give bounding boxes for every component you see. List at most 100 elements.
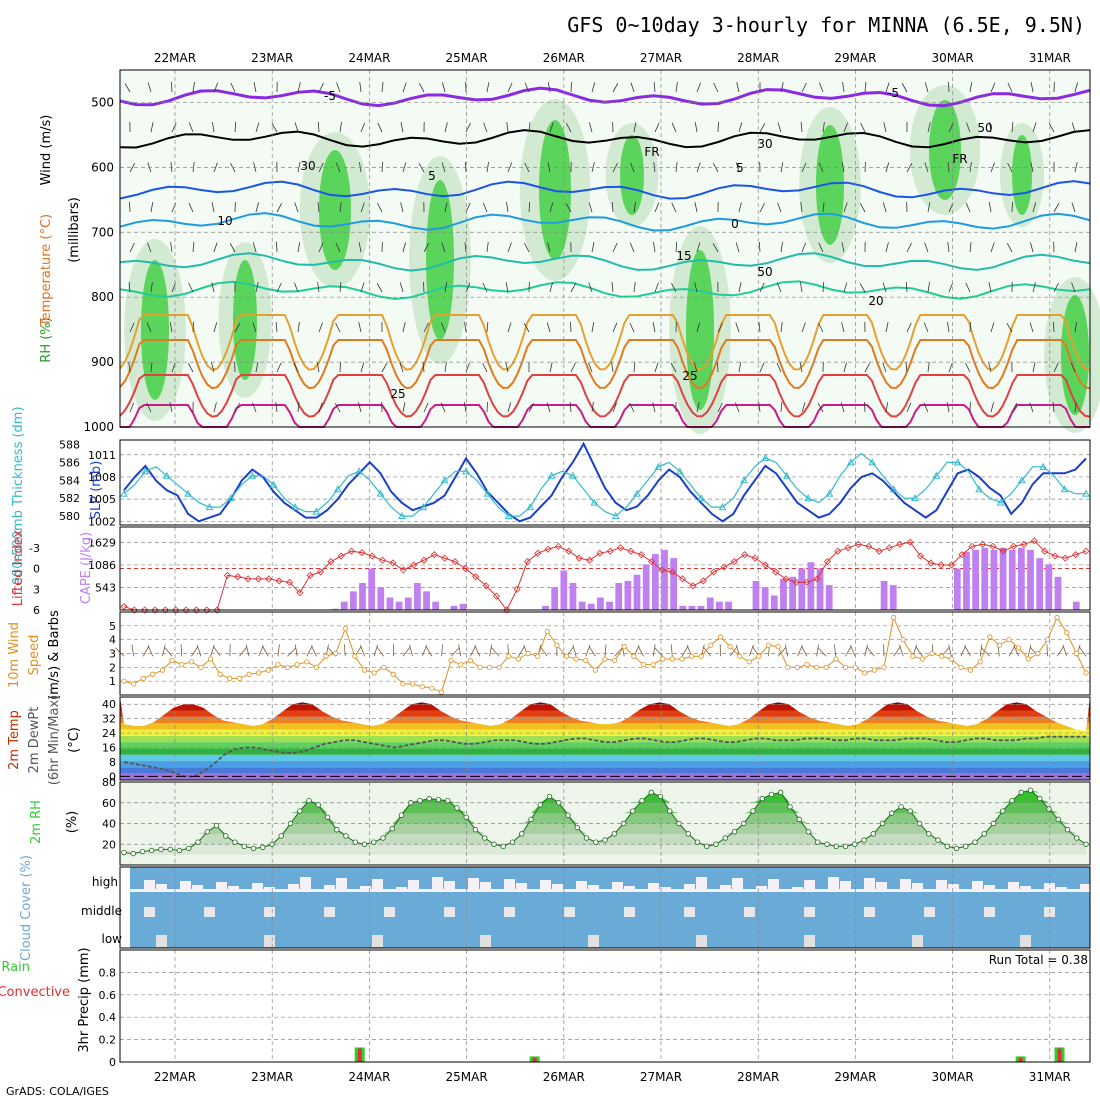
- wind-barb: [547, 82, 551, 93]
- wind-speed-point: [1016, 645, 1022, 651]
- wind-barb: [402, 322, 406, 333]
- wind-speed-point: [429, 685, 435, 691]
- wind-speed-point: [852, 664, 858, 670]
- lifted-index-point: [565, 547, 573, 555]
- high-cloud-gap: [1080, 884, 1091, 889]
- rh-axis-label: 2m RH: [29, 800, 44, 844]
- cape-bar: [697, 605, 705, 610]
- rh-point: [491, 841, 497, 847]
- wind-barb: [818, 242, 824, 253]
- lifted-index-point: [875, 547, 883, 555]
- lifted-index-point: [554, 542, 563, 550]
- stability-panel: -3 0 3 6 543 1086 1629 Lifted Index CAPE (J/kg): [11, 526, 1091, 617]
- lifted-index-point: [534, 549, 542, 557]
- rh-point: [454, 805, 460, 811]
- date-label-bottom: 25MAR: [446, 1070, 488, 1084]
- wind-barb: [965, 362, 971, 373]
- rh-point: [1000, 808, 1006, 814]
- wind-barb: [969, 82, 973, 93]
- wind-barb: [297, 322, 300, 333]
- wind-speed-point: [977, 659, 983, 665]
- wind-axis-label-line3: (m/s) & Barbs: [47, 610, 62, 700]
- cape-bar: [981, 547, 989, 610]
- wind-barb: [652, 322, 656, 333]
- wind-barb: [1030, 242, 1034, 253]
- low-cloud-gap: [804, 935, 815, 947]
- wind-barb: [142, 645, 150, 657]
- temperature-band: [120, 735, 1090, 743]
- wind-speed-point: [496, 664, 502, 670]
- wind-barb: [1074, 242, 1078, 253]
- lifted-index-tick-label: 3: [33, 583, 40, 596]
- wind-barb: [277, 644, 280, 657]
- wind-speed-point: [881, 664, 887, 670]
- rh-point: [722, 835, 728, 841]
- thickness-point: [782, 471, 791, 479]
- temperature-mask: [120, 697, 1090, 732]
- temperature-contour: [119, 212, 1091, 232]
- rh-point: [1018, 789, 1024, 796]
- wind-tick-label: 2: [109, 661, 116, 674]
- wind-barb: [948, 362, 953, 373]
- thickness-point: [697, 494, 706, 502]
- wind-barb: [990, 82, 996, 93]
- precip-label-total: Total / Rain: [0, 960, 30, 975]
- cape-bar: [597, 597, 604, 610]
- rh-units-label: (%): [65, 811, 80, 834]
- wind-barb: [843, 122, 848, 133]
- wind-speed-point: [515, 656, 522, 662]
- wind-barb: [653, 82, 656, 93]
- wind-speed-point: [506, 653, 512, 659]
- wind-barb: [402, 646, 411, 657]
- wind-speed-point: [756, 653, 762, 659]
- wind-barb: [591, 162, 595, 173]
- cape-bar: [377, 587, 385, 610]
- temperature-band: [120, 723, 1090, 730]
- wind-barb: [979, 644, 983, 657]
- wind-barb: [1074, 82, 1078, 93]
- wind-barb: [150, 362, 153, 373]
- wind-speed-point: [794, 664, 801, 670]
- rh-point: [667, 808, 673, 814]
- wind-barb: [306, 645, 313, 657]
- precip-frame: [119, 949, 1091, 1063]
- wind-barb: [696, 162, 701, 173]
- wind-barb: [990, 322, 995, 333]
- date-label-bottom: 26MAR: [543, 1070, 585, 1084]
- cape-bar: [551, 587, 559, 610]
- wind-speed-point: [679, 656, 685, 662]
- precip-convective-bar: [532, 1057, 537, 1062]
- thickness-point: [184, 489, 192, 497]
- lifted-index-point: [627, 547, 635, 555]
- middle-cloud-gap: [984, 907, 995, 917]
- wind-speed-point: [150, 671, 156, 677]
- precip-tick-label: 0.2: [99, 1034, 117, 1047]
- date-label-bottom: 24MAR: [348, 1070, 390, 1084]
- wind-speed-point: [333, 650, 339, 657]
- wind-barb: [360, 202, 365, 213]
- wind-barb: [423, 322, 429, 333]
- wind-barb: [423, 242, 430, 253]
- wind-barb: [1032, 122, 1037, 133]
- rh-point: [916, 820, 923, 827]
- rh-point: [343, 833, 349, 839]
- high-cloud-gap: [468, 878, 479, 889]
- wind-barb: [297, 402, 300, 413]
- temperature-band: [120, 729, 1090, 736]
- wind-barb: [458, 644, 462, 657]
- wind-speed-point: [900, 637, 906, 643]
- wind-barb: [885, 402, 889, 413]
- thickness-point: [889, 485, 898, 493]
- wind-barb: [528, 201, 531, 213]
- lifted-index-point: [368, 552, 376, 560]
- wind-barb: [885, 82, 890, 93]
- wind-barb: [381, 82, 384, 93]
- wind-speed-point: [640, 661, 647, 668]
- contour-label: 0: [731, 217, 739, 231]
- lifted-index-point: [451, 558, 459, 566]
- wind-barb: [276, 282, 282, 293]
- rh-point: [269, 841, 275, 847]
- wind-barb: [399, 282, 404, 293]
- rh-point: [223, 833, 229, 839]
- wind-tick-label: 5: [109, 620, 116, 633]
